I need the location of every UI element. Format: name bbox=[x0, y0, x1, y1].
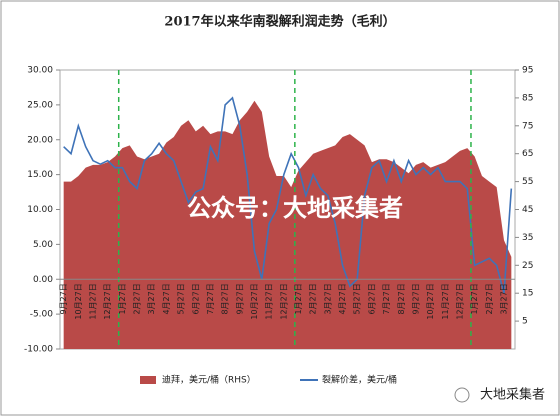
x-tick-label: 1月27日 bbox=[294, 283, 303, 314]
x-tick-label: 2月27日 bbox=[133, 283, 142, 314]
y2-tick-label: 65 bbox=[522, 149, 533, 159]
x-tick-label: 3月27日 bbox=[323, 283, 332, 314]
x-tick-label: 1月27日 bbox=[118, 283, 127, 314]
y2-tick-label: 5 bbox=[522, 317, 528, 327]
x-tick-label: 4月27日 bbox=[338, 283, 347, 314]
watermark: 公众号：大地采集者 bbox=[187, 194, 403, 222]
y2-tick-label: 15 bbox=[522, 289, 533, 299]
logo-text: 大地采集者 bbox=[480, 387, 545, 403]
x-tick-label: 6月27日 bbox=[367, 283, 376, 314]
y2-tick-label: 45 bbox=[522, 205, 533, 215]
x-tick-label: 10月27日 bbox=[250, 283, 259, 319]
y-tick-label: 25.00 bbox=[27, 100, 53, 110]
x-tick-label: 11月27日 bbox=[441, 283, 450, 319]
line bbox=[63, 96, 513, 294]
x-tick-label: 4月27日 bbox=[162, 283, 171, 314]
x-tick-label: 9月27日 bbox=[235, 283, 244, 314]
x-tick-label: 7月27日 bbox=[206, 283, 215, 314]
x-tick-label: 3月27日 bbox=[147, 283, 156, 314]
x-tick-label: 5月27日 bbox=[353, 283, 362, 314]
y-tick-label: -10.00 bbox=[24, 345, 53, 355]
x-tick-label: 9月27日 bbox=[411, 283, 420, 314]
x-tick-label: 2月27日 bbox=[485, 283, 494, 314]
y2-tick-label: 55 bbox=[522, 177, 533, 187]
y2-tick-label: 95 bbox=[522, 66, 533, 76]
y-tick-label: 5.00 bbox=[33, 240, 53, 250]
legend-swatch bbox=[140, 376, 156, 384]
y-tick-label: 10.00 bbox=[27, 205, 53, 215]
x-tick-label: 8月27日 bbox=[397, 283, 406, 314]
chart-title: 2017年以来华南裂解利润走势（毛利） bbox=[164, 14, 395, 30]
x-tick-label: 1月27日 bbox=[470, 283, 479, 314]
y-tick-label: 15.00 bbox=[27, 170, 53, 180]
x-tick-label: 2月27日 bbox=[309, 283, 318, 314]
x-tick-label: 12月27日 bbox=[103, 283, 112, 319]
legend-label: 迪拜，美元/桶（RHS） bbox=[162, 374, 256, 386]
x-tick-label: 11月27日 bbox=[265, 283, 274, 319]
x-tick-label: 7月27日 bbox=[382, 283, 391, 314]
x-tick-label: 10月27日 bbox=[74, 283, 83, 319]
logo-icon bbox=[454, 387, 470, 403]
y-tick-label: 0.00 bbox=[33, 275, 53, 285]
legend-label: 裂解价差，美元/桶 bbox=[322, 374, 397, 386]
x-tick-label: 11月27日 bbox=[89, 283, 98, 319]
y-tick-label: 20.00 bbox=[27, 135, 53, 145]
y2-tick-label: 35 bbox=[522, 233, 533, 243]
x-tick-label: 12月27日 bbox=[279, 283, 288, 319]
area bbox=[63, 100, 512, 349]
y2-tick-label: 25 bbox=[522, 261, 533, 271]
x-tick-label: 12月27日 bbox=[455, 283, 464, 319]
y-tick-label: -5.00 bbox=[30, 310, 54, 320]
x-tick-label: 6月27日 bbox=[191, 283, 200, 314]
y2-tick-label: 85 bbox=[522, 93, 533, 103]
y-tick-label: 30.00 bbox=[27, 66, 53, 76]
y2-tick-label: 75 bbox=[522, 121, 533, 131]
x-tick-label: 10月27日 bbox=[426, 283, 435, 319]
x-tick-label: 5月27日 bbox=[177, 283, 186, 314]
x-tick-label: 9月27日 bbox=[59, 283, 68, 314]
x-tick-label: 8月27日 bbox=[221, 283, 230, 314]
x-tick-label: 3月27日 bbox=[499, 283, 508, 314]
